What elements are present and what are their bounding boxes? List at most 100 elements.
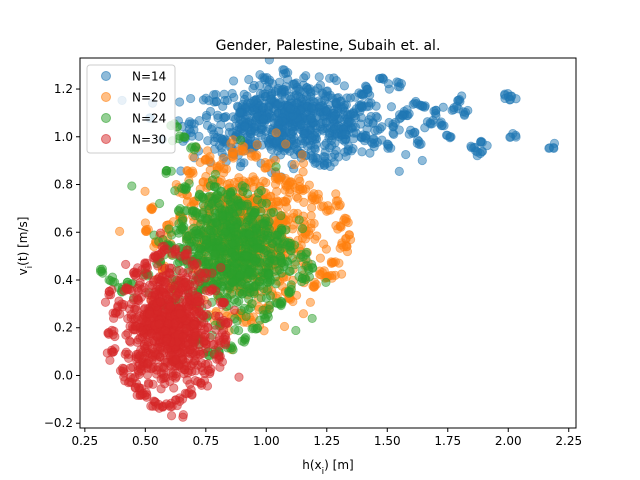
legend-label: N=14 — [132, 70, 166, 84]
data-point — [209, 349, 219, 359]
data-point — [105, 355, 115, 365]
data-point — [210, 217, 220, 228]
data-point — [206, 158, 216, 168]
data-point — [297, 150, 307, 160]
data-point — [226, 138, 236, 148]
data-point — [389, 129, 399, 139]
data-point — [104, 289, 114, 300]
data-point — [282, 240, 292, 250]
data-point — [182, 360, 192, 371]
data-point — [142, 392, 152, 402]
data-point — [368, 117, 378, 128]
data-point — [121, 330, 131, 340]
data-point — [119, 286, 129, 296]
data-point — [118, 366, 128, 376]
x-axis-label: h(xi) [m] — [302, 458, 353, 477]
data-point — [230, 251, 240, 261]
y-tick-label: 0.6 — [54, 225, 73, 239]
data-point — [180, 182, 190, 192]
data-point — [262, 285, 272, 295]
data-point — [237, 201, 247, 211]
data-point — [100, 297, 111, 307]
data-point — [214, 162, 224, 172]
data-point — [201, 336, 211, 346]
legend-marker — [101, 134, 111, 144]
data-point — [239, 337, 249, 347]
data-point — [175, 309, 185, 319]
data-point — [311, 194, 322, 205]
data-point — [150, 250, 160, 261]
chart-title: Gender, Palestine, Subaih et. al. — [216, 38, 441, 54]
data-point — [242, 251, 252, 261]
data-point — [251, 152, 261, 162]
data-point — [175, 203, 185, 214]
data-point — [350, 92, 360, 102]
data-point — [286, 134, 296, 144]
data-point — [235, 270, 245, 280]
data-point — [245, 133, 256, 143]
data-point — [261, 177, 271, 188]
data-point — [225, 190, 236, 200]
data-point — [239, 158, 249, 168]
data-point — [158, 373, 168, 384]
legend-marker — [101, 92, 111, 102]
y-axis-label: vi(t) [m/s] — [16, 217, 35, 276]
data-point — [321, 277, 331, 288]
data-point — [196, 268, 206, 278]
data-point — [330, 257, 340, 267]
data-point — [123, 314, 133, 324]
data-point — [401, 149, 411, 160]
legend-marker — [101, 71, 111, 81]
y-tick-label: 1.2 — [54, 82, 73, 96]
data-point — [340, 213, 350, 223]
legend: N=14 N=20 N=24 N=30 — [86, 64, 176, 154]
data-point — [178, 412, 188, 422]
data-point — [459, 110, 470, 120]
data-point — [346, 146, 357, 156]
legend-marker — [101, 113, 111, 123]
data-point — [314, 72, 324, 82]
data-point — [271, 162, 281, 172]
data-point — [505, 94, 515, 105]
data-point — [186, 93, 196, 104]
data-point — [384, 117, 394, 128]
data-point — [213, 198, 223, 208]
data-point — [324, 128, 335, 138]
data-point — [234, 288, 244, 298]
data-point — [177, 224, 187, 234]
data-point — [283, 180, 293, 190]
data-point — [320, 140, 330, 151]
data-point — [143, 359, 153, 369]
data-point — [229, 305, 240, 315]
y-tick-label: 0.0 — [54, 368, 73, 382]
data-point — [140, 186, 150, 196]
data-point — [241, 311, 251, 322]
data-point — [322, 86, 332, 96]
data-point — [472, 147, 483, 157]
data-point — [263, 102, 273, 112]
data-point — [154, 198, 165, 209]
data-point — [268, 207, 279, 217]
legend-label: N=30 — [132, 133, 166, 147]
data-point — [228, 216, 238, 226]
data-point — [274, 265, 285, 275]
data-point — [161, 168, 171, 179]
data-point — [329, 111, 339, 121]
data-point — [221, 253, 231, 264]
data-point — [117, 299, 127, 309]
data-point — [258, 219, 268, 229]
data-point — [262, 162, 272, 173]
data-point — [261, 198, 271, 208]
data-point — [130, 382, 141, 392]
data-point — [262, 235, 273, 245]
data-point — [307, 313, 317, 324]
data-point — [305, 84, 315, 94]
data-point — [252, 195, 263, 205]
legend-label: N=20 — [132, 91, 166, 105]
data-point — [289, 79, 299, 90]
data-point — [299, 197, 309, 207]
data-point — [505, 132, 515, 142]
data-point — [191, 225, 202, 235]
data-point — [127, 181, 137, 191]
y-tick-label: 0.8 — [54, 178, 73, 192]
